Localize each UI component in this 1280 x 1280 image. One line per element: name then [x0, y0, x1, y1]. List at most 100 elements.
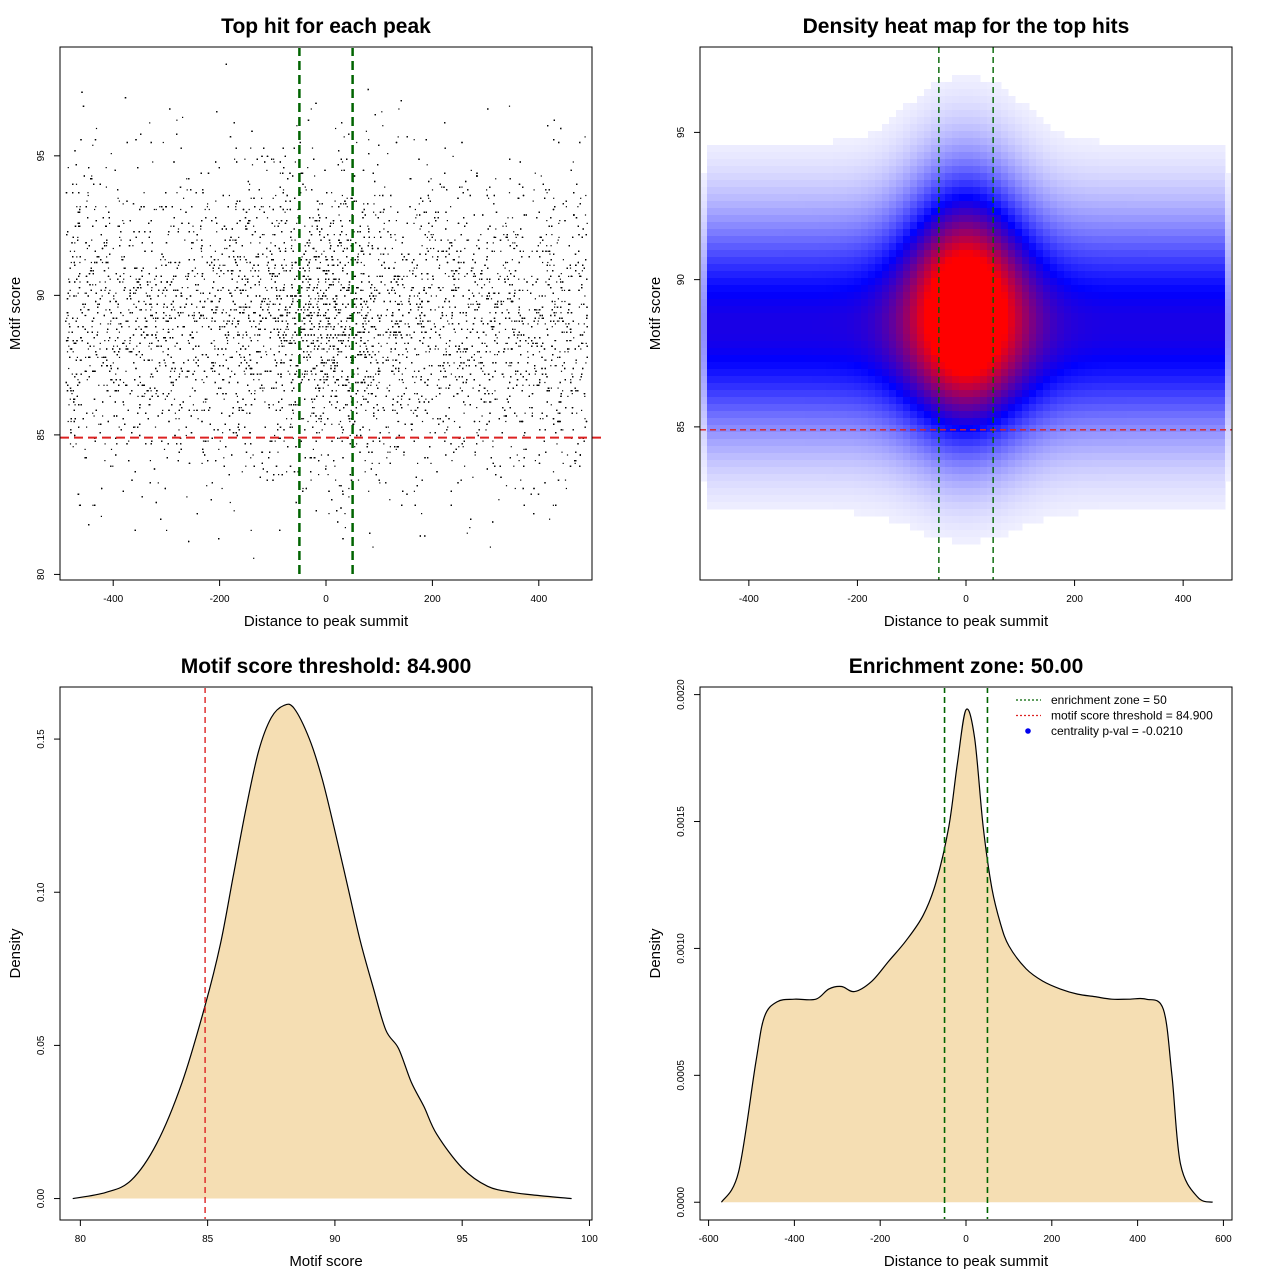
- data-point: [75, 295, 77, 297]
- data-point: [263, 300, 266, 303]
- data-point: [458, 278, 460, 280]
- data-point: [250, 147, 252, 149]
- data-point: [418, 398, 420, 400]
- data-point: [105, 186, 107, 188]
- data-point: [394, 234, 396, 236]
- data-point: [252, 454, 254, 456]
- data-point: [546, 192, 548, 194]
- data-point: [542, 418, 544, 420]
- data-point: [346, 197, 348, 199]
- data-point: [522, 384, 524, 386]
- data-point: [464, 465, 466, 467]
- data-point: [533, 384, 535, 386]
- data-point: [428, 287, 430, 289]
- data-point: [306, 370, 308, 372]
- data-point: [242, 334, 244, 336]
- data-point: [526, 289, 529, 291]
- data-point: [479, 278, 481, 280]
- data-point: [222, 354, 225, 356]
- data-point: [417, 462, 419, 464]
- data-point: [407, 323, 409, 325]
- data-point: [328, 513, 330, 515]
- data-point: [314, 379, 316, 381]
- data-point: [331, 264, 333, 266]
- data-point: [335, 278, 337, 280]
- data-point: [425, 398, 427, 400]
- data-point: [136, 317, 139, 319]
- data-point: [384, 284, 386, 286]
- data-point: [337, 323, 339, 325]
- data-point: [385, 314, 387, 317]
- data-point: [287, 370, 289, 372]
- data-point: [444, 432, 446, 434]
- data-point: [70, 420, 72, 423]
- data-point: [571, 390, 573, 392]
- data-point: [273, 158, 275, 160]
- data-point: [245, 289, 247, 291]
- data-point: [550, 245, 552, 247]
- data-point: [311, 373, 313, 375]
- data-point: [244, 303, 247, 305]
- data-point: [319, 261, 321, 264]
- data-point: [259, 242, 261, 244]
- data-point: [207, 298, 209, 300]
- data-point: [191, 247, 193, 250]
- data-point: [434, 239, 436, 241]
- data-point: [438, 379, 440, 381]
- data-point: [396, 359, 398, 361]
- data-point: [68, 345, 70, 347]
- data-point: [268, 306, 270, 308]
- data-point: [307, 167, 309, 169]
- data-point: [578, 306, 580, 308]
- data-point: [294, 239, 296, 241]
- data-point: [69, 348, 71, 350]
- data-point: [398, 108, 400, 110]
- data-point: [234, 158, 236, 160]
- data-point: [482, 370, 484, 372]
- data-point: [430, 462, 432, 464]
- data-point: [217, 259, 219, 261]
- data-point: [312, 407, 314, 409]
- data-point: [233, 309, 235, 311]
- data-point: [386, 387, 388, 389]
- data-point: [341, 169, 343, 171]
- data-point: [148, 345, 150, 347]
- data-point: [450, 270, 453, 272]
- data-point: [235, 261, 237, 264]
- data-point: [339, 312, 341, 314]
- data-point: [364, 471, 366, 473]
- data-point: [459, 351, 462, 353]
- data-point: [102, 415, 104, 417]
- data-point: [504, 328, 507, 330]
- data-point: [134, 426, 136, 428]
- data-point: [415, 409, 417, 411]
- data-point: [66, 351, 69, 353]
- data-point: [99, 323, 102, 325]
- data-point: [330, 365, 332, 367]
- data-point: [498, 331, 500, 333]
- data-point: [91, 175, 93, 177]
- data-point: [331, 192, 333, 194]
- data-point: [76, 206, 78, 208]
- data-point: [304, 225, 306, 227]
- data-point: [307, 275, 309, 277]
- data-point: [254, 334, 256, 336]
- data-point: [322, 412, 324, 414]
- data-point: [367, 393, 370, 395]
- data-point: [531, 250, 533, 252]
- data-point: [251, 373, 253, 375]
- data-point: [219, 264, 221, 266]
- data-point: [528, 384, 530, 386]
- data-point: [178, 429, 180, 431]
- data-point: [568, 289, 570, 291]
- data-point: [254, 393, 256, 395]
- data-point: [359, 351, 361, 353]
- data-point: [390, 236, 392, 238]
- data-point: [496, 354, 498, 356]
- data-point: [522, 289, 524, 291]
- data-point: [231, 370, 233, 372]
- data-point: [162, 409, 164, 411]
- data-point: [386, 342, 388, 344]
- data-point: [348, 337, 350, 339]
- data-point: [187, 287, 189, 289]
